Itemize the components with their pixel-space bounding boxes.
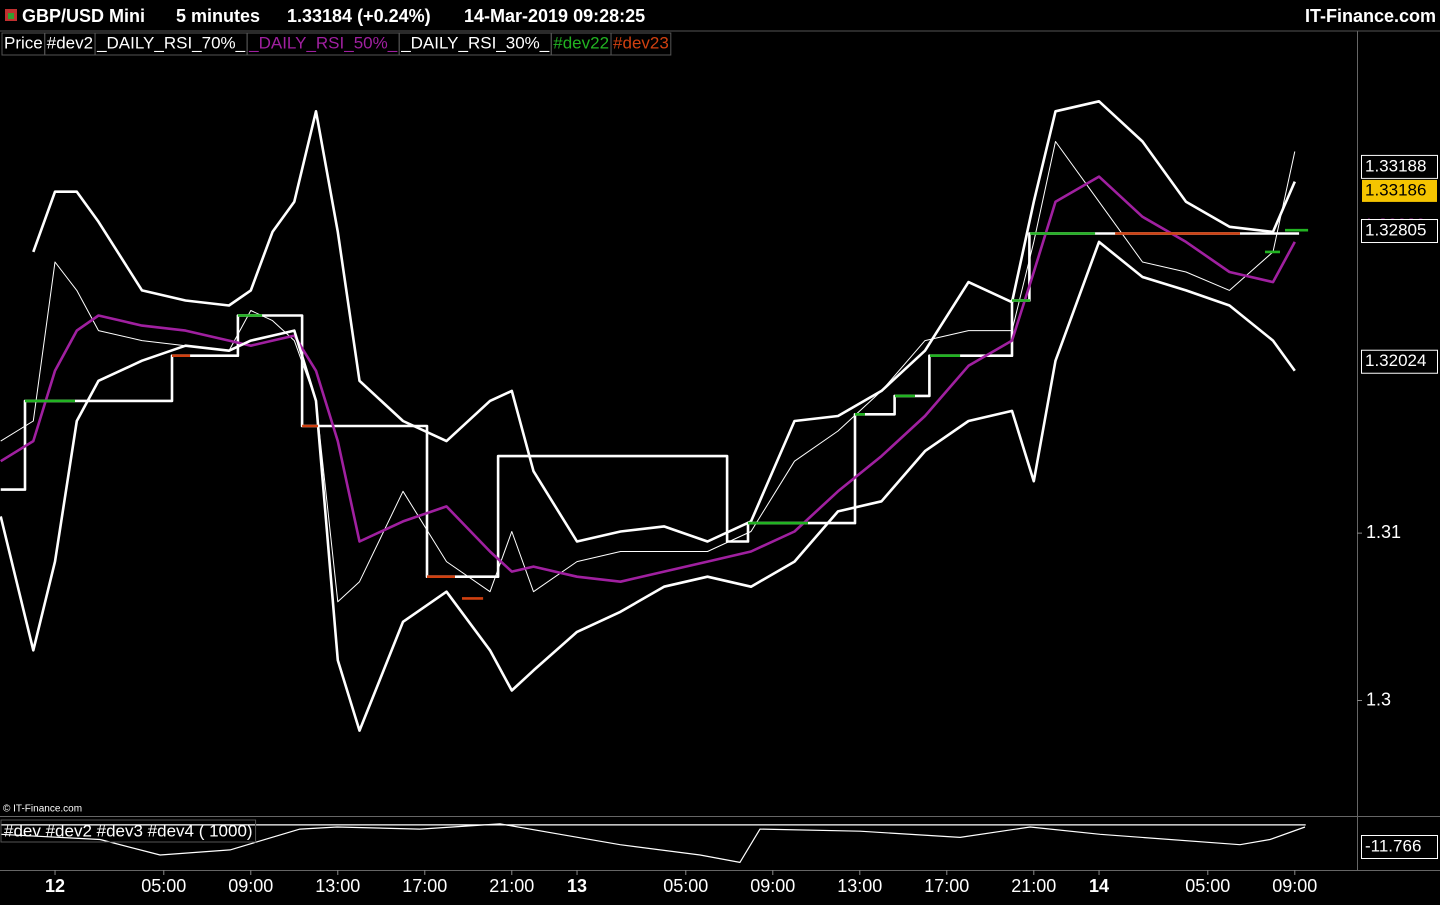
copyright: © IT-Finance.com xyxy=(3,804,82,815)
legend-item: #dev2 xyxy=(44,32,96,56)
price-flag: 1.33186 xyxy=(1365,180,1426,199)
x-tick-label: 13:00 xyxy=(837,876,882,896)
legend-item: #dev23 xyxy=(610,32,672,56)
x-tick-label: 13 xyxy=(567,876,587,896)
series-line xyxy=(25,228,1309,525)
legend-item: Price xyxy=(1,32,46,56)
title: GBP/USD Mini xyxy=(22,6,145,26)
x-tick-label: 21:00 xyxy=(1011,876,1056,896)
series-line xyxy=(0,823,1306,863)
timeframe: 5 minutes xyxy=(176,6,260,26)
legend-label: _DAILY_RSI_70%_ xyxy=(96,33,246,52)
indicator-flag-box xyxy=(1361,835,1438,859)
price-flag-box xyxy=(1361,178,1438,203)
x-tick-label: 09:00 xyxy=(1272,876,1317,896)
legend-label: Price xyxy=(4,33,43,52)
x-tick-label: 05:00 xyxy=(141,876,186,896)
last-price: 1.33184 (+0.24%) xyxy=(287,6,431,26)
price-flag-box xyxy=(1361,349,1438,374)
indicator-legend-box xyxy=(0,819,257,843)
x-tick-label: 09:00 xyxy=(228,876,273,896)
x-tick-label: 21:00 xyxy=(489,876,534,896)
x-tick-label: 12 xyxy=(45,876,65,896)
legend-label: _DAILY_RSI_30%_ xyxy=(400,33,550,52)
instrument-icon-inner xyxy=(8,13,14,19)
legend-item: #dev22 xyxy=(550,32,612,56)
series-line xyxy=(172,232,1240,600)
x-tick-label: 05:00 xyxy=(663,876,708,896)
y-tick-label: 1.3 xyxy=(1366,689,1391,709)
series-line xyxy=(0,232,1300,578)
legend-label: #dev23 xyxy=(613,33,669,52)
x-tick-label: 09:00 xyxy=(750,876,795,896)
indicator-flag: -11.766 xyxy=(1365,836,1421,855)
legend-item: _DAILY_RSI_30%_ xyxy=(398,32,552,56)
series-line xyxy=(0,175,1296,583)
price-flag: 1.33188 xyxy=(1365,156,1426,175)
x-tick-label: 14 xyxy=(1089,876,1109,896)
price-flag-box xyxy=(1361,154,1438,179)
x-tick-label: 17:00 xyxy=(402,876,447,896)
legend-label: #dev2 xyxy=(47,33,93,52)
x-tick-label: 05:00 xyxy=(1185,876,1230,896)
legend-item: _DAILY_RSI_70%_ xyxy=(94,32,248,56)
legend-box xyxy=(610,32,672,56)
series-line xyxy=(32,100,1296,543)
price-flag-box xyxy=(1361,219,1438,244)
series-line xyxy=(0,240,1296,732)
legend-label: #dev22 xyxy=(553,33,609,52)
x-tick-label: 17:00 xyxy=(924,876,969,896)
brand: IT-Finance.com xyxy=(1305,6,1436,26)
x-tick-label: 13:00 xyxy=(315,876,360,896)
y-tick-label: 1.31 xyxy=(1366,522,1401,542)
price-flag: 1.32024 xyxy=(1365,351,1426,370)
indicator-legend: #dev #dev2 #dev3 #dev4 ( 1000) xyxy=(4,821,253,840)
legend-item: _DAILY_RSI_50%_ xyxy=(246,32,400,56)
price-flag: 1.32805 xyxy=(1365,221,1426,240)
timestamp: 14-Mar-2019 09:28:25 xyxy=(464,6,645,26)
legend-label: _DAILY_RSI_50%_ xyxy=(248,33,398,52)
